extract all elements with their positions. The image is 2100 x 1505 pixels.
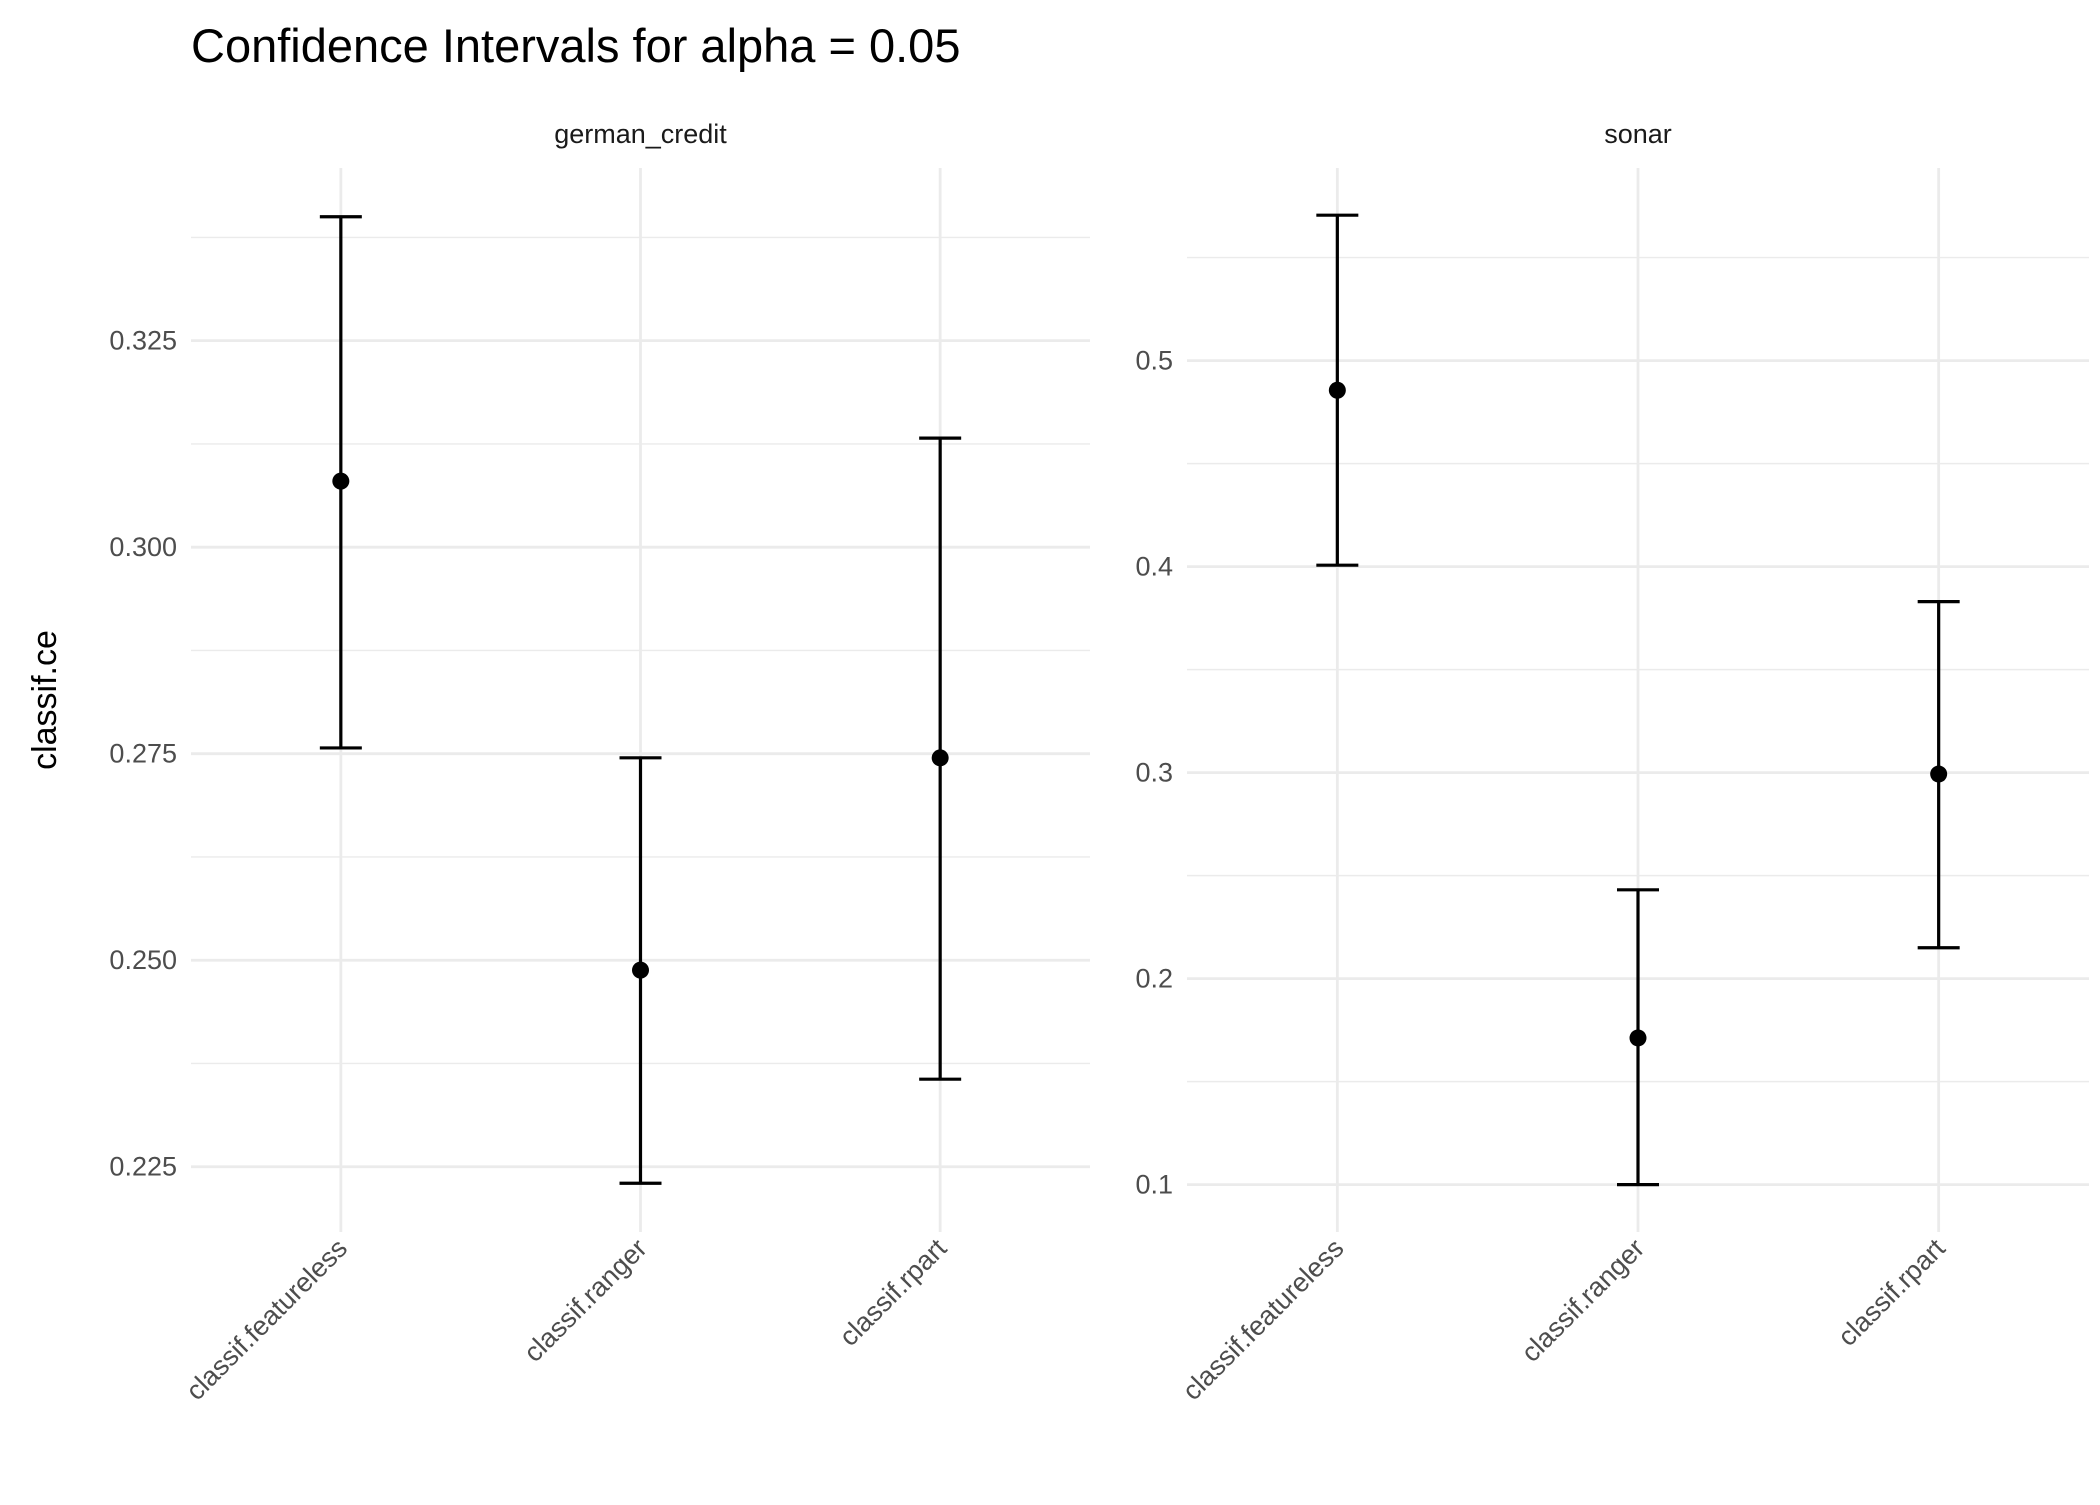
facet-strip-label: german_credit xyxy=(554,119,727,149)
estimate-point xyxy=(1930,765,1948,783)
y-tick-label: 0.225 xyxy=(109,1152,177,1182)
x-tick-label: classif.rpart xyxy=(1832,1233,1951,1352)
x-tick-label: classif.rpart xyxy=(834,1233,953,1352)
y-tick-label: 0.300 xyxy=(109,532,177,562)
y-axis-label: classif.ce xyxy=(26,630,64,770)
y-tick-label: 0.1 xyxy=(1135,1170,1173,1200)
chart-title: Confidence Intervals for alpha = 0.05 xyxy=(191,19,960,72)
errorbar-classif.rpart xyxy=(1917,600,1960,950)
errorbar-classif.featureless xyxy=(319,215,362,750)
facet-strip-label: sonar xyxy=(1604,119,1672,149)
estimate-point xyxy=(1629,1029,1647,1047)
panel-sonar: 0.1 0.2 0.3 0.4 0.5 classif.featureless classi… xyxy=(1135,119,2089,1406)
y-tick-label: 0.5 xyxy=(1135,346,1173,376)
y-tick-label: 0.325 xyxy=(109,326,177,356)
x-tick-label: classif.ranger xyxy=(1515,1233,1650,1368)
panel-german_credit: 0.225 0.250 0.275 0.300 0.325 classif.feature… xyxy=(109,119,1090,1406)
errorbar-classif.ranger xyxy=(619,756,662,1185)
errorbar-classif.rpart xyxy=(919,436,962,1081)
estimate-point xyxy=(632,961,649,979)
y-tick-label: 0.275 xyxy=(109,739,177,769)
errorbar-classif.ranger xyxy=(1617,888,1659,1187)
x-tick-label: classif.featureless xyxy=(180,1233,353,1406)
y-tick-label: 0.4 xyxy=(1135,552,1173,582)
estimate-point xyxy=(1328,381,1346,399)
estimate-point xyxy=(332,472,350,490)
y-tick-label: 0.3 xyxy=(1135,758,1173,788)
y-tick-label: 0.2 xyxy=(1135,964,1173,994)
errorbar-classif.featureless xyxy=(1316,213,1359,567)
y-tick-label: 0.250 xyxy=(109,945,177,975)
estimate-point xyxy=(931,749,949,767)
x-tick-label: classif.ranger xyxy=(518,1233,653,1368)
x-tick-label: classif.featureless xyxy=(1177,1233,1350,1406)
